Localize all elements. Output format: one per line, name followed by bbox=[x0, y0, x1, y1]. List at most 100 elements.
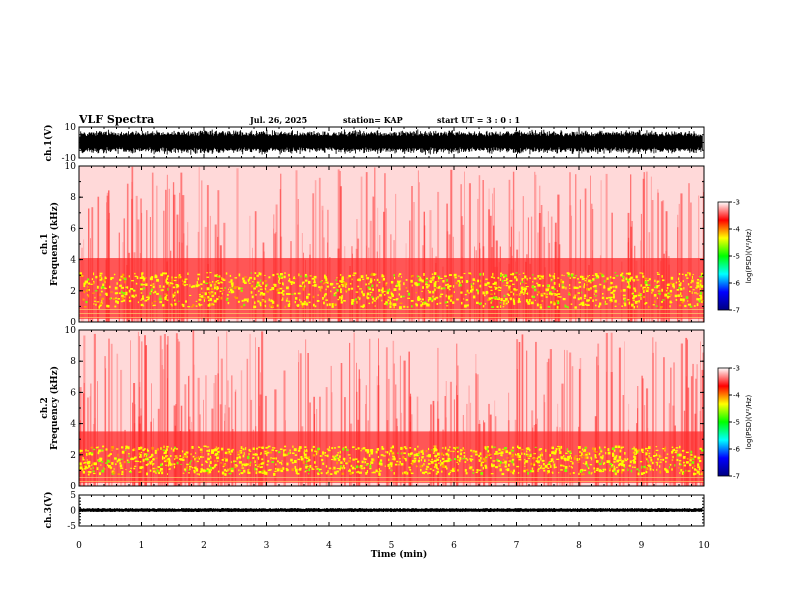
psd-speckle bbox=[403, 452, 406, 455]
psd-speckle bbox=[250, 291, 253, 294]
psd-speckle bbox=[270, 299, 272, 302]
psd-speckle bbox=[599, 272, 602, 274]
psd-speckle bbox=[200, 451, 203, 453]
psd-speckle bbox=[197, 460, 199, 463]
psd-speckle bbox=[390, 302, 392, 305]
psd-speckle bbox=[476, 288, 478, 291]
psd-speckle bbox=[252, 453, 256, 456]
psd-speckle bbox=[404, 447, 408, 450]
psd-speckle bbox=[121, 294, 124, 297]
psd-speckle bbox=[152, 463, 155, 465]
psd-speckle bbox=[121, 273, 125, 277]
psd-speckle bbox=[462, 458, 465, 460]
psd-speckle bbox=[619, 462, 622, 466]
psd-speckle bbox=[347, 454, 351, 456]
psd-speckle bbox=[465, 299, 469, 301]
psd-speckle bbox=[531, 467, 534, 470]
psd-speckle bbox=[216, 460, 219, 462]
psd-speckle bbox=[467, 304, 469, 307]
psd-speckle bbox=[174, 303, 177, 306]
psd-speckle bbox=[399, 460, 401, 464]
psd-speckle bbox=[82, 459, 85, 461]
psd-speckle bbox=[281, 463, 283, 465]
psd-speckle bbox=[632, 292, 634, 295]
psd-speckle bbox=[495, 296, 497, 298]
psd-speckle bbox=[529, 454, 532, 456]
psd-speckle bbox=[690, 281, 692, 284]
psd-speckle bbox=[319, 468, 322, 470]
psd-speckle bbox=[523, 469, 526, 473]
psd-speckle bbox=[503, 300, 506, 302]
psd-speckle bbox=[602, 471, 605, 473]
psd-speckle bbox=[370, 467, 372, 469]
psd-speckle bbox=[594, 447, 596, 451]
psd-speckle bbox=[567, 306, 569, 309]
psd-speckle bbox=[369, 281, 372, 284]
psd-speckle bbox=[241, 467, 245, 469]
psd-speckle bbox=[434, 455, 436, 457]
psd-speckle bbox=[202, 280, 206, 284]
psd-speckle bbox=[261, 470, 263, 472]
psd-speckle bbox=[141, 297, 145, 300]
psd-speckle bbox=[360, 468, 364, 470]
psd-speckle bbox=[84, 280, 87, 284]
psd-speckle bbox=[669, 289, 673, 293]
sferic-streak bbox=[618, 347, 621, 486]
psd-speckle bbox=[673, 285, 675, 289]
psd-speckle bbox=[657, 454, 660, 457]
psd-speckle bbox=[504, 463, 507, 465]
psd-speckle bbox=[646, 290, 649, 292]
psd-speckle bbox=[297, 449, 301, 452]
station-label: station= KAP bbox=[343, 115, 403, 125]
psd-speckle bbox=[264, 300, 267, 303]
sferic-streak bbox=[116, 353, 119, 486]
psd-speckle bbox=[100, 303, 103, 305]
psd-speckle bbox=[484, 303, 487, 305]
psd-speckle bbox=[696, 471, 700, 474]
psd-speckle bbox=[146, 453, 149, 456]
psd-speckle bbox=[343, 281, 346, 285]
psd-speckle bbox=[512, 446, 515, 449]
psd-speckle bbox=[88, 465, 91, 468]
psd-speckle bbox=[212, 293, 215, 295]
psd-speckle bbox=[586, 284, 589, 286]
psd-speckle bbox=[477, 279, 480, 283]
psd-speckle bbox=[512, 298, 515, 302]
psd-speckle bbox=[567, 274, 570, 277]
psd-speckle bbox=[397, 281, 400, 284]
psd-speckle bbox=[326, 285, 330, 288]
psd-speckle bbox=[145, 283, 148, 286]
psd-speckle bbox=[214, 292, 217, 295]
figure-title: VLF Spectra bbox=[78, 113, 154, 126]
psd-speckle bbox=[105, 448, 108, 451]
psd-speckle bbox=[152, 285, 155, 289]
y-tick-label: 4 bbox=[70, 420, 76, 430]
psd-speckle bbox=[349, 468, 351, 471]
psd-speckle bbox=[629, 277, 632, 281]
psd-speckle bbox=[93, 472, 96, 475]
psd-speckle bbox=[581, 473, 583, 476]
psd-speckle bbox=[551, 286, 555, 289]
psd-speckle bbox=[560, 464, 563, 467]
psd-speckle bbox=[699, 292, 703, 295]
psd-speckle bbox=[142, 459, 145, 462]
psd-speckle bbox=[85, 300, 88, 304]
psd-speckle bbox=[438, 277, 440, 280]
psd-speckle bbox=[612, 469, 614, 472]
psd-speckle bbox=[699, 288, 701, 290]
psd-speckle bbox=[548, 461, 551, 464]
psd-speckle bbox=[140, 303, 144, 307]
psd-speckle bbox=[403, 446, 407, 448]
psd-speckle bbox=[616, 469, 619, 473]
psd-speckle bbox=[427, 462, 431, 465]
psd-speckle bbox=[375, 469, 378, 473]
x-tick-label: 5 bbox=[389, 541, 395, 551]
sferic-streak bbox=[578, 368, 581, 486]
psd-speckle bbox=[251, 295, 254, 299]
psd-speckle bbox=[194, 458, 196, 461]
psd-speckle bbox=[266, 446, 269, 449]
psd-speckle bbox=[576, 458, 579, 461]
psd-speckle bbox=[146, 472, 148, 476]
psd-speckle bbox=[579, 450, 581, 454]
psd-speckle bbox=[449, 471, 452, 474]
